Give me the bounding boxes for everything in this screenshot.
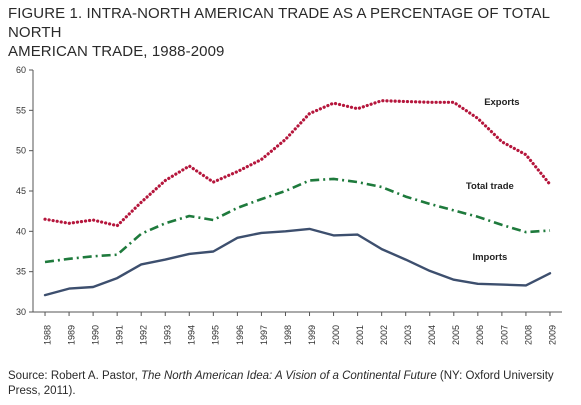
- chart-series: [43, 99, 552, 297]
- chart-title: FIGURE 1. INTRA-NORTH AMERICAN TRADE AS …: [8, 4, 568, 61]
- x-tick-label: 2001: [355, 325, 365, 345]
- y-tick-label: 40: [16, 226, 26, 236]
- series-line-total-trade: [44, 177, 551, 264]
- x-tick-label: 1994: [187, 325, 197, 345]
- series-line-exports: [43, 99, 552, 228]
- x-tick-label: 1998: [283, 325, 293, 345]
- chart-title-line-2: AMERICAN TRADE, 1988-2009: [8, 43, 225, 60]
- series-labels: Exports Total trade Imports: [466, 97, 520, 263]
- x-tick-label: 2006: [475, 325, 485, 345]
- y-tick-label: 45: [16, 186, 26, 196]
- source-book-title: The North American Idea: A Vision of a C…: [140, 370, 437, 382]
- series-label-imports: Imports: [472, 252, 507, 263]
- x-tick-label: 1999: [307, 325, 317, 345]
- x-tick-label: 2009: [547, 325, 557, 345]
- x-tick-label: 1996: [235, 325, 245, 345]
- x-tick-label: 1989: [66, 325, 76, 345]
- series-label-total-trade: Total trade: [466, 181, 514, 192]
- y-axis-ticks: 30 35 40 45 50 55 60: [16, 65, 33, 317]
- series-line-imports: [43, 227, 552, 297]
- x-tick-label: 2003: [403, 325, 413, 345]
- chart-title-line-1: FIGURE 1. INTRA-NORTH AMERICAN TRADE AS …: [8, 5, 550, 41]
- y-tick-label: 50: [16, 146, 26, 156]
- series-label-exports: Exports: [484, 97, 519, 108]
- y-tick-label: 60: [16, 65, 26, 75]
- x-tick-label: 1990: [90, 325, 100, 345]
- x-tick-label: 2002: [379, 325, 389, 345]
- y-tick-label: 35: [16, 267, 26, 277]
- source-suffix: (NY: Oxford University Press, 2011).: [8, 370, 554, 397]
- x-axis-ticks: 1988 1989 1990 1991 1992 1993 1994 1995 1996 1997…: [42, 312, 557, 345]
- x-tick-label: 1991: [115, 325, 125, 345]
- x-tick-label: 2000: [331, 325, 341, 345]
- source-prefix: Source: Robert A. Pastor,: [8, 370, 141, 382]
- x-tick-label: 1997: [259, 325, 269, 345]
- x-tick-label: 1988: [42, 325, 52, 345]
- y-tick-label: 55: [16, 105, 26, 115]
- x-tick-label: 1995: [211, 325, 221, 345]
- x-tick-label: 2007: [499, 325, 509, 345]
- y-tick-label: 30: [16, 307, 26, 317]
- x-tick-label: 2008: [523, 325, 533, 345]
- x-tick-label: 2005: [451, 325, 461, 345]
- source-note: Source: Robert A. Pastor, The North Amer…: [8, 369, 573, 399]
- x-tick-label: 1993: [163, 325, 173, 345]
- x-tick-label: 1992: [139, 325, 149, 345]
- x-tick-label: 2004: [427, 325, 437, 345]
